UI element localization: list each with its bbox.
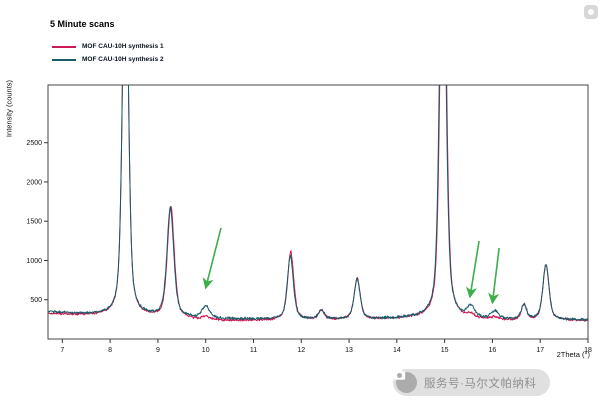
x-tick-label: 10 <box>202 347 210 354</box>
y-tick-label: 2500 <box>26 140 42 147</box>
chart-title: 5 Minute scans <box>50 19 115 29</box>
x-tick-label: 16 <box>489 347 497 354</box>
x-tick-label: 14 <box>393 347 401 354</box>
legend: MOF CAU-10H synthesis 1 MOF CAU-10H synt… <box>52 40 164 66</box>
corner-watermark-icon <box>584 5 598 19</box>
annotation-arrow <box>202 227 222 290</box>
y-tick-label: 1500 <box>26 219 42 226</box>
legend-label-2: MOF CAU-10H synthesis 2 <box>82 56 164 63</box>
camera-icon <box>393 369 417 393</box>
x-tick-label: 8 <box>108 347 112 354</box>
x-axis-label: 2Theta (°) <box>556 350 590 359</box>
y-axis-label: Intensity (counts) <box>4 79 14 138</box>
y-tick-label: 500 <box>30 297 42 304</box>
x-tick-label: 18 <box>584 347 592 354</box>
corner-dot-icon <box>588 9 594 15</box>
x-tick-label: 7 <box>60 347 64 354</box>
legend-swatch-2 <box>52 58 76 61</box>
watermark-text: 服务号·马尔文帕纳科 <box>424 377 537 390</box>
x-tick-label: 9 <box>156 347 160 354</box>
x-tick-label: 17 <box>536 347 544 354</box>
annotation-arrow <box>488 247 500 305</box>
legend-item-synthesis-2: MOF CAU-10H synthesis 2 <box>52 53 164 66</box>
legend-label-1: MOF CAU-10H synthesis 1 <box>82 43 164 50</box>
legend-item-synthesis-1: MOF CAU-10H synthesis 1 <box>52 40 164 53</box>
x-tick-label: 13 <box>345 347 353 354</box>
x-tick-label: 12 <box>297 347 305 354</box>
y-tick-label: 2000 <box>26 179 42 186</box>
y-tick-label: 1000 <box>26 258 42 265</box>
annotation-arrow <box>466 240 480 299</box>
x-tick-label: 11 <box>250 347 257 354</box>
watermark-pill: 服务号·马尔文帕纳科 <box>393 369 551 396</box>
series-line-2 <box>48 85 588 322</box>
legend-swatch-1 <box>52 45 76 48</box>
plot-frame <box>47 84 589 340</box>
x-tick-label: 15 <box>441 347 449 354</box>
